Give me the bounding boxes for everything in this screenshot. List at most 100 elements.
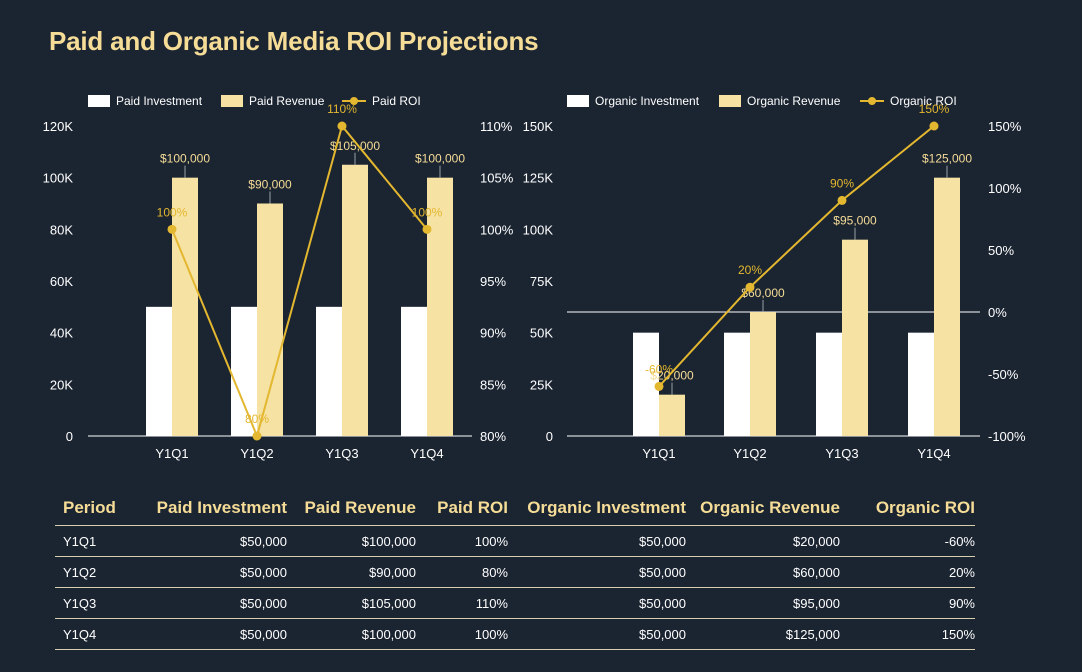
column-header-paid-revenue[interactable]: Paid Revenue [304,498,417,517]
right-axis-tick: 0% [988,305,1007,320]
point-organic-roi [654,381,664,391]
x-axis-tick: Y1Q4 [410,446,443,461]
column-header-period[interactable]: Period [63,498,116,517]
x-axis-tick: Y1Q4 [917,446,950,461]
table-row: Y1Q2 $50,000 $90,000 80% $50,000 $60,000… [55,556,975,588]
bar-paid-investment [146,306,172,436]
x-axis-tick: Y1Q3 [825,446,858,461]
table-row: Y1Q3 $50,000 $105,000 110% $50,000 $95,0… [55,587,975,619]
bar-organic-revenue [659,394,685,436]
data-label-organic-revenue: $95,000 [833,214,877,228]
legend-swatch-paid-revenue [221,95,243,107]
table-row: Y1Q4 $50,000 $100,000 100% $50,000 $125,… [55,618,975,650]
right-axis-tick: 85% [480,377,506,392]
right-axis-tick: 150% [988,119,1022,134]
table-cell: $50,000 [508,587,686,619]
x-axis-tick: Y1Q2 [733,446,766,461]
column-header-paid-roi[interactable]: Paid ROI [437,498,508,517]
column-header-organic-investment[interactable]: Organic Investment [527,498,686,517]
table-cell: 80% [416,556,508,588]
table-cell: Y1Q3 [55,587,127,619]
point-organic-roi [929,121,939,131]
left-axis-tick: 50K [530,326,553,341]
point-paid-roi [337,121,347,131]
point-paid-roi [422,224,432,234]
charts-canvas: Paid Investment Paid Revenue Paid ROI 0 20K 4… [43,94,1026,461]
bar-paid-investment [316,306,342,436]
bar-organic-revenue [842,239,868,436]
legend-label-organic-investment: Organic Investment [595,94,700,108]
point-organic-roi [745,282,755,292]
right-axis-tick: 80% [480,429,506,444]
bar-paid-revenue [342,164,368,436]
table-cell: $50,000 [127,525,287,557]
left-axis-tick: 100K [523,222,554,237]
left-axis-tick: 80K [50,222,73,237]
left-axis-tick: 25K [530,377,553,392]
right-axis-tick: 95% [480,274,506,289]
bar-organic-investment [908,332,934,436]
table-cell: $50,000 [127,587,287,619]
table-cell: 20% [840,556,975,588]
bar-paid-investment [401,306,427,436]
data-label-organic-revenue: $125,000 [922,152,972,166]
table-cell: $50,000 [508,618,686,650]
line-organic-roi [658,125,935,388]
right-axis-tick: 105% [480,171,514,186]
table-cell: $100,000 [287,618,416,650]
left-axis-tick: 120K [43,119,74,134]
table-cell: $100,000 [287,525,416,557]
legend-label-paid-investment: Paid Investment [116,94,203,108]
data-label-paid-revenue: $105,000 [330,139,380,153]
data-label-organic-roi: 150% [919,102,950,116]
table-cell: $95,000 [686,587,840,619]
bar-organic-investment [633,332,659,436]
right-axis-tick: 110% [480,119,513,134]
left-axis-tick: 100K [43,171,74,186]
left-axis-tick: 150K [523,119,554,134]
right-axis-tick: -100% [988,429,1026,444]
data-label-paid-revenue: $90,000 [248,178,292,192]
table-cell: -60% [840,525,975,557]
column-header-organic-revenue[interactable]: Organic Revenue [700,498,840,517]
point-organic-roi [837,195,847,205]
bar-paid-revenue [427,177,453,436]
column-header-paid-investment[interactable]: Paid Investment [156,498,287,517]
bar-paid-investment [231,306,257,436]
table-cell: 110% [416,587,508,619]
table-cell: $50,000 [508,525,686,557]
table-cell: $105,000 [287,587,416,619]
bar-organic-investment [724,332,750,436]
table-cell: $20,000 [686,525,840,557]
bar-paid-revenue [172,177,198,436]
table-cell: $50,000 [127,556,287,588]
right-axis-tick: 100% [480,222,514,237]
legend-marker-paid-roi [350,97,358,105]
x-axis-tick: Y1Q3 [325,446,358,461]
table-cell: $50,000 [127,618,287,650]
table-cell: Y1Q2 [55,556,127,588]
data-label-organic-roi: -60% [645,362,673,376]
data-label-paid-roi: 110% [327,102,357,116]
table-cell: $50,000 [508,556,686,588]
right-axis-tick: 90% [480,326,506,341]
column-header-organic-roi[interactable]: Organic ROI [875,498,975,517]
point-paid-roi [252,431,262,441]
table-cell: $90,000 [287,556,416,588]
bar-organic-revenue [934,177,960,436]
x-axis-tick: Y1Q2 [240,446,273,461]
data-label-paid-revenue: $100,000 [415,152,465,166]
left-axis-tick: 20K [50,377,73,392]
legend-label-paid-revenue: Paid Revenue [249,94,325,108]
data-table: Period Paid Investment Paid Revenue Paid… [55,497,975,650]
left-axis-tick: 60K [50,274,73,289]
left-axis-tick: 0 [546,429,553,444]
legend-label-organic-roi: Organic ROI [890,94,957,108]
data-label-paid-revenue: $100,000 [160,152,210,166]
legend-label-paid-roi: Paid ROI [372,94,421,108]
legend-swatch-paid-investment [88,95,110,107]
data-label-organic-revenue: $20,000 [650,369,694,383]
table-cell: Y1Q1 [55,525,127,557]
table-row: Y1Q1 $50,000 $100,000 100% $50,000 $20,0… [55,525,975,557]
table-cell: 100% [416,525,508,557]
